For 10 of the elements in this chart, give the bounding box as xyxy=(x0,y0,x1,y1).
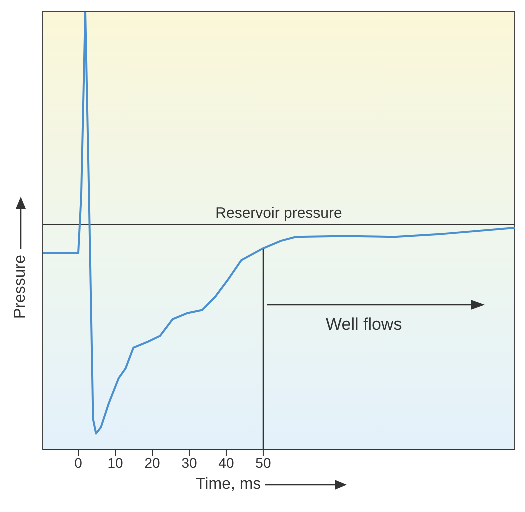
x-tick-label: 50 xyxy=(256,454,272,471)
y-axis-title: Pressure xyxy=(12,254,30,319)
x-tick-label: 0 xyxy=(74,454,83,471)
x-tick-label: 30 xyxy=(182,454,198,471)
annotation: Well flows xyxy=(326,315,402,335)
x-axis-title: Time, ms xyxy=(196,476,262,494)
x-tick-label: 40 xyxy=(218,454,234,471)
x-tick-label: 20 xyxy=(144,454,160,471)
x-tick-label: 10 xyxy=(108,454,124,471)
ref-line-label: Reservoir pressure xyxy=(216,204,342,222)
